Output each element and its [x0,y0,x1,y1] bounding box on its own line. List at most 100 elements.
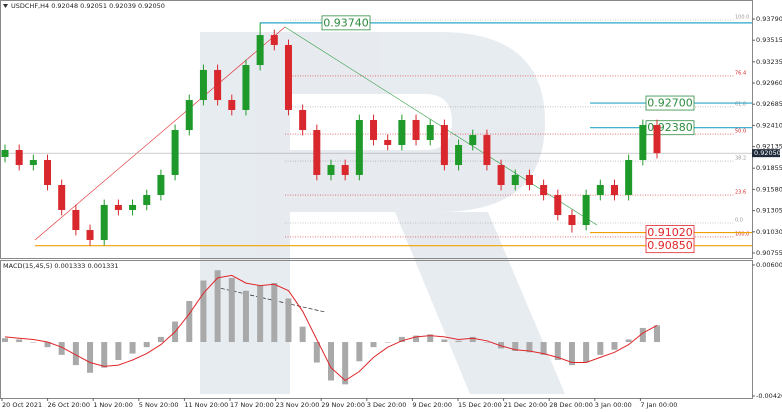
x-tick-label: 1 Nov 20:00 [93,401,133,409]
fib-label: 0.0 [735,218,743,224]
macd-bar [313,342,320,363]
macd-bar [654,325,660,343]
macd-bar [427,334,434,343]
candle-body [370,120,378,140]
macd-bar [526,342,533,353]
y-tick-label: 0.92960 [756,79,782,87]
macd-bar [370,342,377,348]
y-tick-label: 0.93790 [756,15,782,23]
x-tick-label: 3 Dec 20:00 [367,401,407,409]
y-tick-label: 0.91030 [756,228,782,236]
macd-bar [58,342,65,355]
macd-bar [398,336,405,343]
macd-bar [483,342,490,343]
y-tick-label: 0.91580 [756,185,782,193]
candle-body [214,69,222,101]
macd-bar [16,339,23,343]
macd-bar [87,342,94,373]
candle-body [228,100,236,110]
macd-bar [498,342,505,349]
candle-body [100,204,108,240]
macd-bar [568,342,575,366]
candle-body [29,160,37,166]
candle-body [639,125,647,161]
level-label: 0.91020 [647,226,693,239]
macd-bar [186,301,193,343]
candle-body [511,174,519,185]
y-tick-label: 0.92685 [756,100,782,108]
macd-bar [101,342,108,368]
candle-body [114,204,122,210]
y-tick-label: 0.92135 [756,143,782,151]
macd-bar [356,342,363,362]
candle-body [185,100,193,131]
candle-body [256,35,264,66]
candle-body [625,160,633,196]
macd-bar [30,342,37,343]
level-label: 0.93740 [323,16,369,29]
level-label-box [321,15,371,31]
candle-body [15,149,23,166]
candle-body [270,35,278,45]
chart-title: USDCHF,H4 0.92048 0.92051 0.92039 0.9205… [11,2,165,10]
fib-trend-line [34,26,286,241]
candle-body [610,184,618,196]
candle-body [171,130,179,175]
fib-label: 61.8 [735,101,746,107]
candle-body [596,184,604,196]
candle-body [440,125,448,166]
x-tick-label: 17 Nov 20:00 [230,401,274,409]
current-price-box [752,149,780,158]
candle-body [483,135,491,166]
candle-body [412,120,420,140]
fib-label: 50.0 [735,129,746,135]
macd-bar [469,336,476,343]
x-tick-label: 20 Oct 2021 [2,401,42,409]
x-tick-label: 3 Jan 00:00 [595,401,632,409]
candle-body [313,130,321,175]
macd-bar [72,342,79,366]
macd-bar [299,326,306,343]
candle-body [384,139,392,145]
x-tick-label: 5 Nov 20:00 [139,401,179,409]
macd-bar [342,342,349,385]
level-label: 0.92700 [647,97,693,110]
candle-body [469,135,477,145]
macd-bar [115,342,122,360]
level-label-box [645,238,695,254]
macd-title: MACD(15,45,5) 0.001333 0.001331 [3,262,119,270]
macd-bar [583,342,590,363]
y-tick-label: 0.93235 [756,58,782,66]
macd-bar [554,342,561,360]
macd-bar [384,342,391,343]
candle-body [86,230,94,240]
fib-label: 38.2 [735,156,746,162]
macd-bar [455,340,462,343]
macd-bar [129,342,136,354]
candle-body [129,204,137,210]
macd-bar [143,342,150,348]
macd-bar [44,342,51,348]
x-tick-label: 23 Nov 20:00 [276,401,320,409]
macd-bar [413,335,420,343]
x-tick-label: 11 Nov 20:00 [184,401,228,409]
main-panel [0,0,753,259]
x-tick-label: 28 Dec 00:00 [549,401,593,409]
y-tick-label: 0.91855 [756,164,782,172]
fib-label: 76.4 [735,70,746,76]
candle-body [398,120,406,145]
y-tick-label: -0.004209 [756,392,782,400]
macd-bar [242,290,249,343]
x-tick-label: 21 Dec 20:00 [504,401,548,409]
macd-bar [200,280,207,343]
y-tick-label: 0.91305 [756,207,782,215]
macd-bar [639,327,646,343]
candle-body [1,149,9,158]
candle-body [44,160,52,185]
macd-panel [0,260,753,399]
macd-bar [441,339,448,343]
menu-icon [3,4,8,8]
y-tick-label: 0.93515 [756,36,782,44]
macd-bar [540,342,547,355]
